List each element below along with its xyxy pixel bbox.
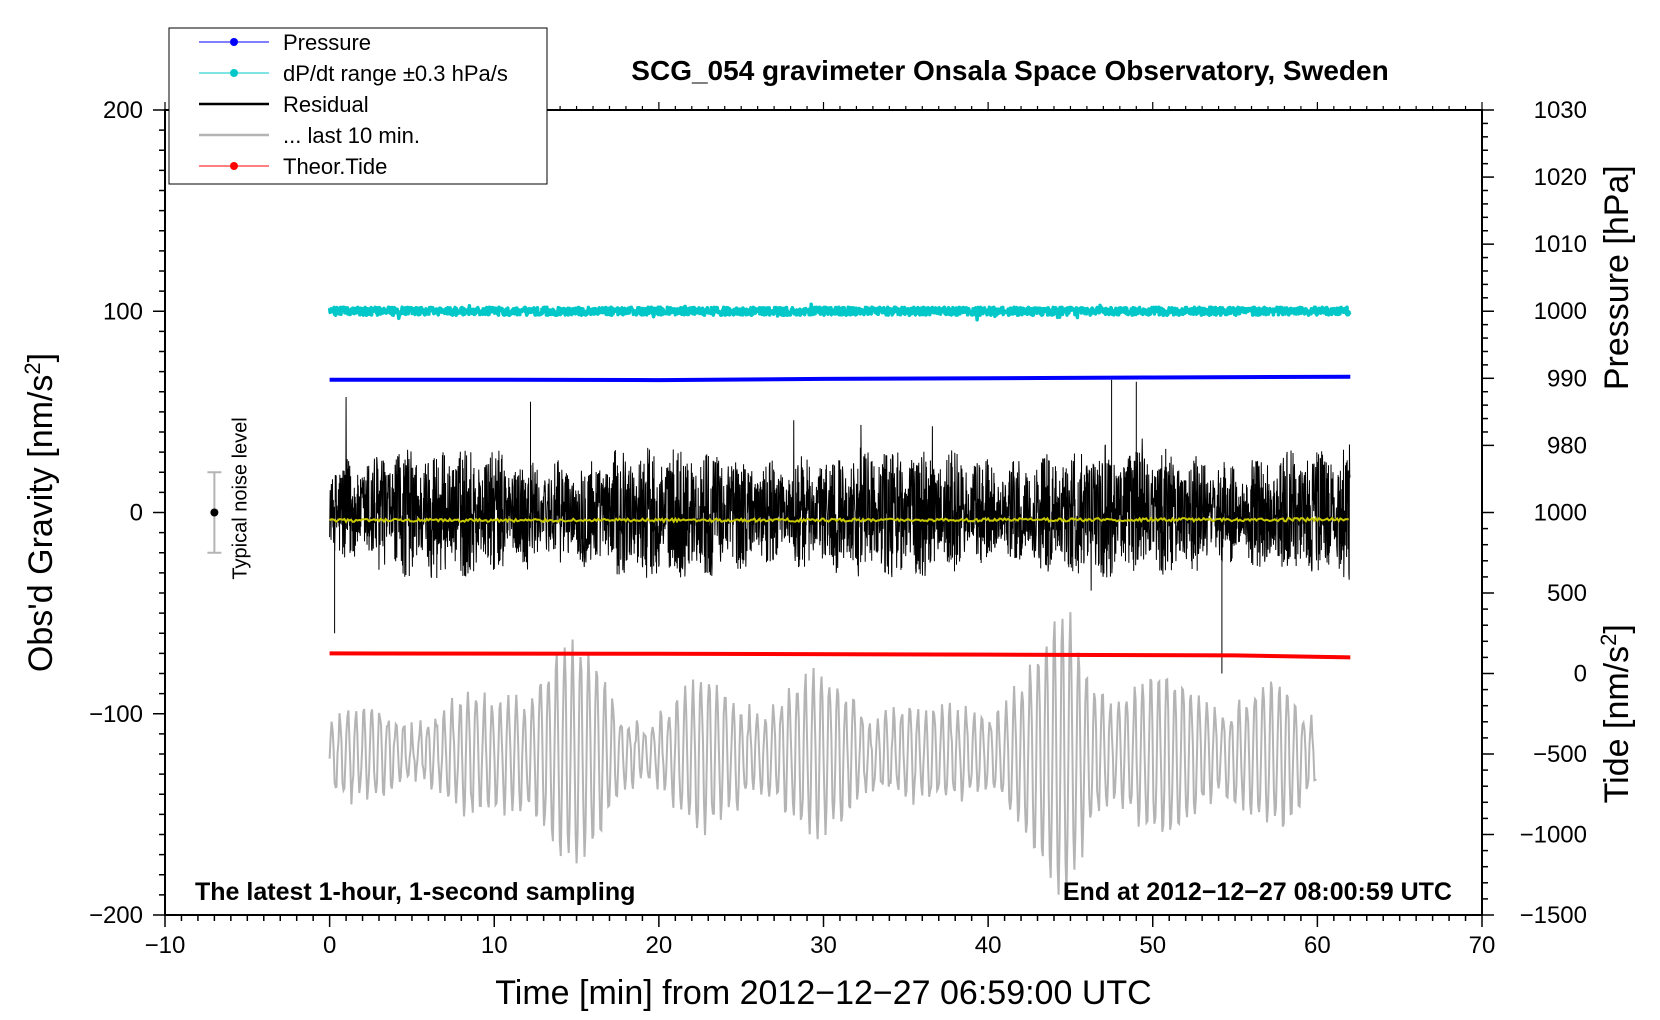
noise-level-marker bbox=[207, 471, 222, 554]
series-theor-tide bbox=[329, 651, 1351, 660]
y-tick-label-left: 0 bbox=[130, 500, 143, 527]
noise-center-dot bbox=[210, 508, 219, 517]
plot-area bbox=[327, 302, 1352, 895]
series-residual bbox=[329, 379, 1351, 674]
x-tick-label: 30 bbox=[810, 932, 837, 959]
x-tick-label: 40 bbox=[975, 932, 1002, 959]
series-dpdt bbox=[327, 302, 1352, 322]
series-residual-mean bbox=[329, 516, 1349, 524]
y-tick-label-left: −200 bbox=[89, 902, 143, 929]
x-tick-label: 10 bbox=[481, 932, 508, 959]
tide-tick-label: −1500 bbox=[1520, 902, 1587, 929]
legend-box bbox=[168, 27, 548, 185]
tide-axis-title-text: Tide [nm/s bbox=[1598, 646, 1636, 803]
x-tick-label: 70 bbox=[1469, 932, 1496, 959]
x-tick-label: 20 bbox=[646, 932, 673, 959]
legend-marker bbox=[230, 38, 238, 46]
tide-axis-title-end: ] bbox=[1598, 624, 1636, 633]
legend-label: ... last 10 min. bbox=[283, 123, 420, 148]
axes: −10 0 10 20 30 40 50 60 702001000−100−2001030102… bbox=[89, 97, 1587, 959]
legend-label: Pressure bbox=[283, 30, 371, 55]
pressure-tick-label: 1020 bbox=[1534, 164, 1587, 191]
tide-tick-label: 1000 bbox=[1534, 500, 1587, 527]
x-tick-label: 60 bbox=[1304, 932, 1331, 959]
pressure-tick-label: 1000 bbox=[1534, 298, 1587, 325]
legend: Pressure dP/dt range ±0.3 hPa/s Residual..… bbox=[168, 27, 548, 185]
y-tick-label-left: 100 bbox=[103, 298, 143, 325]
tide-tick-label: 0 bbox=[1574, 661, 1587, 688]
x-tick-label: 0 bbox=[323, 932, 336, 959]
pressure-tick-label: 1010 bbox=[1534, 231, 1587, 258]
noise-level-label: Typical noise level bbox=[229, 417, 251, 579]
footnote-end-time: End at 2012−12−27 08:00:59 UTC bbox=[1063, 878, 1452, 906]
series-pressure bbox=[329, 374, 1351, 383]
legend-marker bbox=[230, 162, 238, 170]
legend-label: Residual bbox=[283, 92, 369, 117]
legend-label: Theor.Tide bbox=[283, 154, 387, 179]
left-axis-title: Obs'd Gravity [nm/s2] bbox=[20, 353, 60, 672]
x-axis-title: Time [min] from 2012−12−27 06:59:00 UTC bbox=[495, 974, 1151, 1012]
pressure-tick-label: 990 bbox=[1547, 365, 1587, 392]
tide-tick-label: −500 bbox=[1533, 741, 1587, 768]
tide-tick-label: −1000 bbox=[1520, 822, 1587, 849]
legend-marker bbox=[230, 69, 238, 77]
left-axis-title-end: ] bbox=[22, 353, 60, 362]
x-tick-label: 50 bbox=[1139, 932, 1166, 959]
legend-label: dP/dt range ±0.3 hPa/s bbox=[283, 61, 508, 86]
left-axis-title-sup: 2 bbox=[20, 362, 45, 374]
y-tick-label-left: 200 bbox=[103, 97, 143, 124]
series-last-10-min bbox=[328, 612, 1317, 895]
y-tick-label-left: −100 bbox=[89, 701, 143, 728]
pressure-tick-label: 1030 bbox=[1534, 97, 1587, 124]
pressure-tick-label: 980 bbox=[1547, 432, 1587, 459]
pressure-axis-title: Pressure [hPa] bbox=[1598, 165, 1636, 390]
tide-axis-title-sup: 2 bbox=[1596, 634, 1621, 646]
left-axis-title-text: Obs'd Gravity [nm/s bbox=[22, 375, 60, 672]
tide-axis-title: Tide [nm/s2] bbox=[1596, 624, 1636, 803]
x-tick-label: −10 bbox=[145, 932, 186, 959]
tide-tick-label: 500 bbox=[1547, 580, 1587, 607]
chart-title: SCG_054 gravimeter Onsala Space Observat… bbox=[631, 55, 1388, 86]
footnote-sampling: The latest 1-hour, 1-second sampling bbox=[195, 878, 635, 906]
